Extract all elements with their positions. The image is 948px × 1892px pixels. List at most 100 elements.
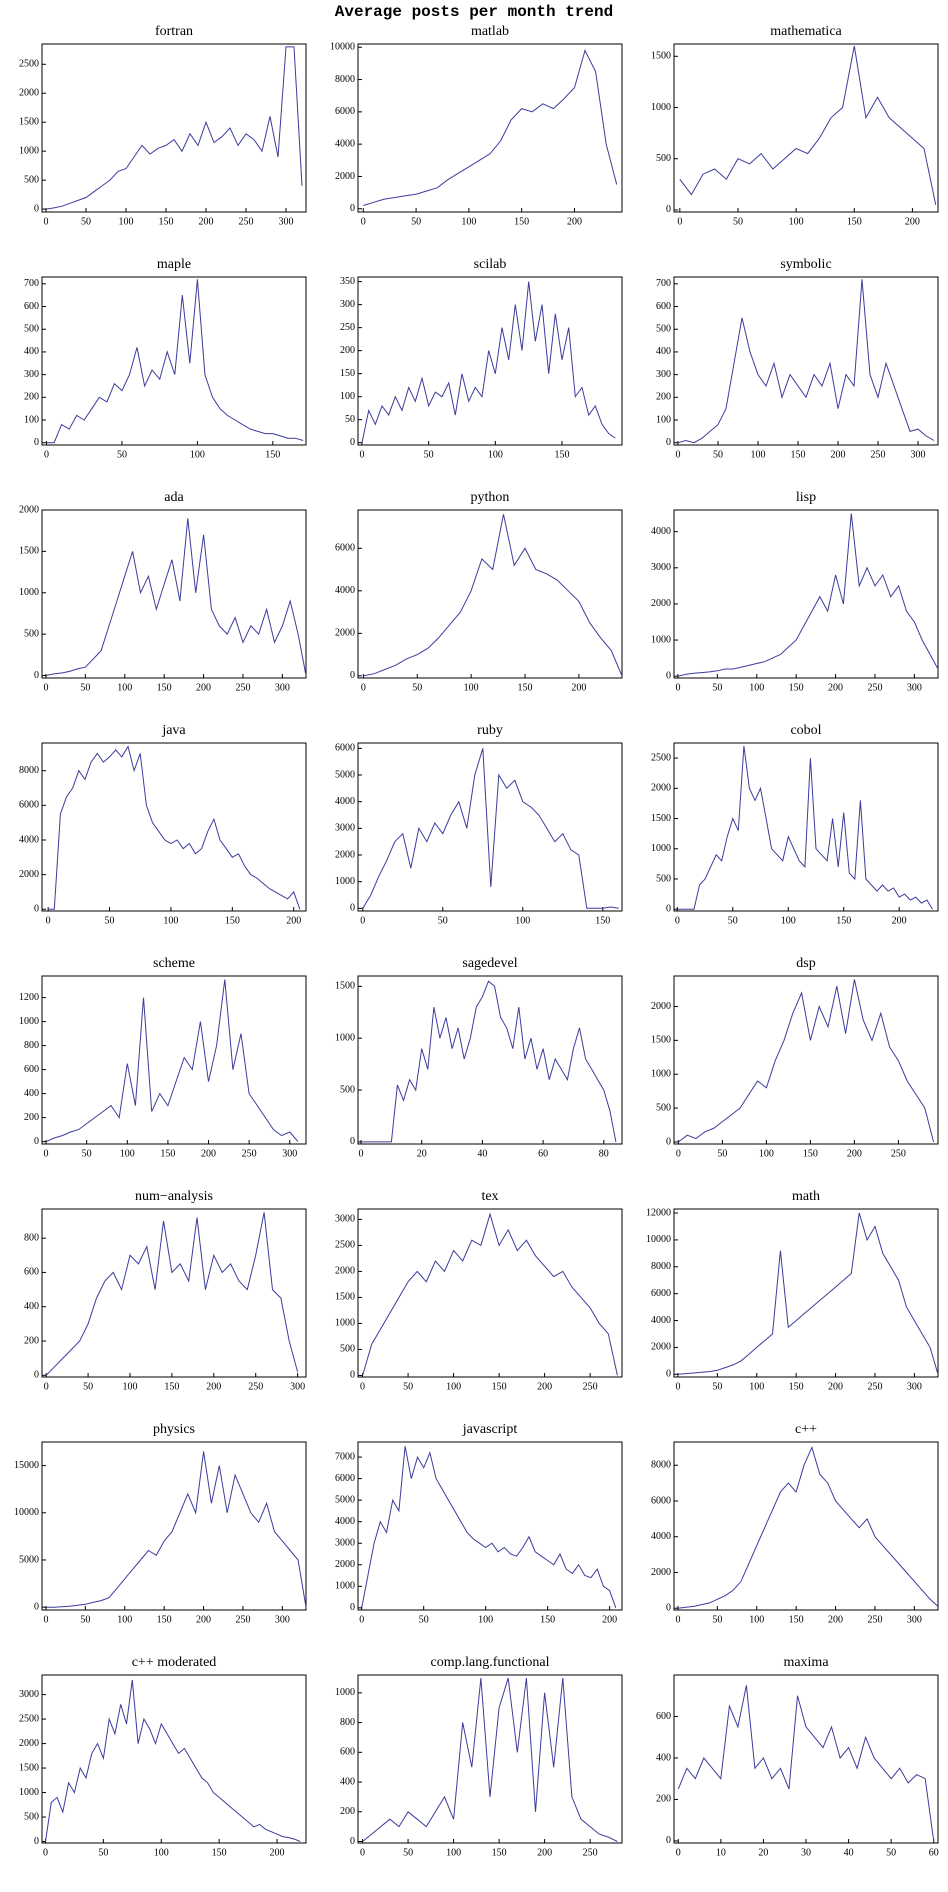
y-tick-label: 1000 [651, 102, 671, 113]
x-tick-label: 250 [867, 1381, 882, 1392]
x-tick-label: 0 [676, 1148, 681, 1159]
y-tick-label: 250 [340, 322, 355, 333]
y-tick-label: 0 [34, 670, 39, 681]
y-tick-label: 1500 [19, 117, 39, 128]
y-tick-label: 6000 [651, 1495, 671, 1506]
x-tick-label: 50 [712, 682, 722, 693]
x-tick-label: 300 [275, 1614, 290, 1625]
y-tick-label: 0 [666, 1369, 671, 1380]
x-tick-label: 150 [492, 1847, 507, 1858]
y-tick-label: 700 [656, 278, 671, 289]
y-tick-label: 400 [656, 1752, 671, 1763]
y-tick-label: 3000 [651, 562, 671, 573]
panel-title: java [161, 723, 186, 738]
panel-title: tex [481, 1189, 498, 1204]
x-tick-label: 200 [196, 682, 211, 693]
y-tick-label: 2500 [19, 1713, 39, 1724]
x-tick-label: 50 [713, 449, 723, 460]
x-tick-label: 250 [242, 1148, 257, 1159]
x-tick-label: 100 [749, 682, 764, 693]
x-tick-label: 50 [83, 1381, 93, 1392]
x-tick-label: 150 [789, 1614, 804, 1625]
panel-title: num−analysis [135, 1189, 213, 1204]
x-tick-label: 0 [43, 682, 48, 693]
x-tick-label: 100 [120, 1148, 135, 1159]
x-tick-label: 200 [537, 1381, 552, 1392]
x-tick-label: 250 [235, 682, 250, 693]
x-tick-label: 100 [163, 915, 178, 926]
x-tick-label: 50 [438, 915, 448, 926]
plot-frame [357, 1674, 623, 1844]
y-tick-label: 500 [24, 1811, 39, 1822]
x-tick-label: 100 [154, 1847, 169, 1858]
y-tick-label: 0 [350, 903, 355, 914]
x-tick-label: 50 [80, 1614, 90, 1625]
plot-frame [673, 1674, 939, 1844]
y-tick-label: 400 [24, 1088, 39, 1099]
x-tick-label: 20 [758, 1847, 768, 1858]
y-tick-label: 0 [350, 1136, 355, 1147]
x-tick-label: 150 [803, 1148, 818, 1159]
x-tick-label: 40 [477, 1148, 487, 1159]
data-line [45, 1212, 299, 1376]
x-tick-label: 50 [712, 1614, 722, 1625]
panel: ada 0 50 100 150 200 250 300 0 500 1000 1500 2000 [19, 490, 307, 693]
plot-frame [41, 276, 307, 446]
x-tick-label: 200 [567, 216, 582, 227]
panel: fortran 0 50 100 150 200 250 300 0 500 1000 1500 200… [19, 24, 307, 227]
panel-title: mathematica [770, 24, 842, 39]
y-tick-label: 500 [656, 324, 671, 335]
panel-title: matlab [471, 24, 509, 39]
y-tick-label: 6000 [335, 106, 355, 117]
panel-title: scilab [474, 257, 507, 272]
y-tick-label: 1000 [335, 1033, 355, 1044]
y-tick-label: 2000 [19, 88, 39, 99]
y-tick-label: 0 [666, 1835, 671, 1846]
y-tick-label: 0 [666, 1136, 671, 1147]
y-tick-label: 500 [24, 628, 39, 639]
x-tick-label: 0 [361, 216, 366, 227]
x-tick-label: 0 [676, 1847, 681, 1858]
y-tick-label: 100 [340, 391, 355, 402]
y-tick-label: 500 [656, 153, 671, 164]
y-tick-label: 4000 [335, 585, 355, 596]
y-tick-label: 2000 [335, 171, 355, 182]
x-tick-label: 150 [164, 1381, 179, 1392]
y-tick-label: 1000 [19, 1016, 39, 1027]
y-tick-label: 15000 [14, 1460, 39, 1471]
y-tick-label: 1500 [651, 51, 671, 62]
y-tick-label: 12000 [646, 1207, 671, 1218]
y-tick-label: 2500 [19, 59, 39, 70]
y-tick-label: 200 [340, 345, 355, 356]
x-tick-label: 250 [867, 1614, 882, 1625]
y-tick-label: 2000 [651, 783, 671, 794]
y-tick-label: 200 [24, 1335, 39, 1346]
y-tick-label: 800 [340, 1717, 355, 1728]
x-tick-label: 50 [105, 915, 115, 926]
y-tick-label: 4000 [651, 1315, 671, 1326]
x-tick-label: 200 [602, 1614, 617, 1625]
y-tick-label: 4000 [19, 834, 39, 845]
plot-frame [673, 43, 939, 213]
plot-frame [357, 276, 623, 446]
x-tick-label: 100 [464, 682, 479, 693]
x-tick-label: 200 [892, 915, 907, 926]
x-tick-label: 50 [81, 216, 91, 227]
data-line [361, 980, 617, 1143]
y-tick-label: 150 [340, 368, 355, 379]
y-tick-label: 4000 [651, 526, 671, 537]
y-tick-label: 400 [24, 1301, 39, 1312]
x-tick-label: 200 [286, 915, 301, 926]
x-tick-label: 0 [43, 1614, 48, 1625]
y-tick-label: 200 [656, 392, 671, 403]
x-tick-label: 300 [279, 216, 294, 227]
y-tick-label: 0 [350, 1836, 355, 1847]
panel-title: javascript [462, 1422, 518, 1437]
panel: num−analysis 0 50 100 150 200 250 300 0 200 400 600… [24, 1189, 307, 1392]
y-tick-label: 0 [350, 1602, 355, 1613]
x-tick-label: 100 [751, 449, 766, 460]
x-tick-label: 200 [201, 1148, 216, 1159]
x-tick-label: 50 [419, 1614, 429, 1625]
